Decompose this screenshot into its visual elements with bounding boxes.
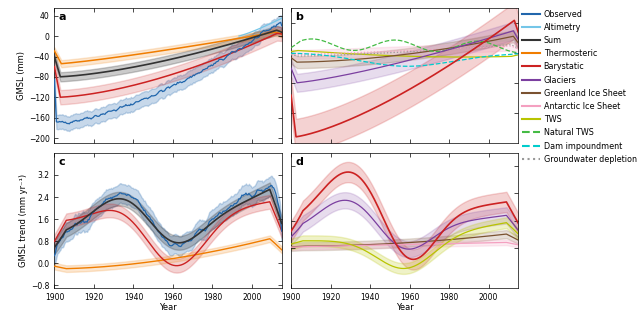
Text: d: d (295, 157, 303, 167)
Text: a: a (58, 12, 66, 22)
Y-axis label: GMSL trend (mm yr⁻¹): GMSL trend (mm yr⁻¹) (19, 174, 28, 267)
Text: c: c (58, 157, 65, 167)
Legend: Observed, Altimetry, Sum, Thermosteric, Barystatic, Glaciers, Greenland Ice Shee: Observed, Altimetry, Sum, Thermosteric, … (518, 6, 640, 167)
X-axis label: Year: Year (396, 303, 413, 312)
Y-axis label: GMSL (mm): GMSL (mm) (17, 51, 26, 100)
X-axis label: Year: Year (159, 303, 177, 312)
Text: b: b (295, 12, 303, 22)
